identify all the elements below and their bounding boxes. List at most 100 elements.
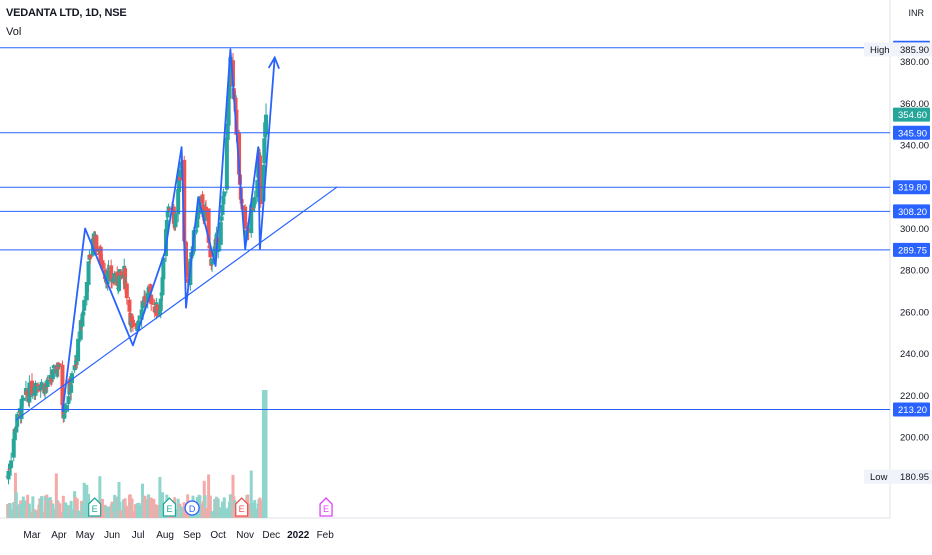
time-tick-label: Apr (51, 530, 67, 541)
volume-bar (264, 390, 268, 518)
candle-body (255, 180, 260, 198)
candle-body (56, 363, 61, 367)
candle-body (78, 320, 83, 340)
volume-bar (21, 496, 25, 518)
candle-body (84, 282, 89, 301)
extreme-label-box (864, 42, 932, 57)
candle-body (219, 216, 224, 221)
volume-bar (107, 506, 111, 518)
candle-body (49, 377, 54, 382)
candle-body (11, 438, 16, 458)
candle-body (63, 404, 68, 412)
volume-bar (216, 498, 220, 518)
candle-body (155, 304, 160, 316)
chart-title: VEDANTA LTD, 1D, NSE (6, 7, 127, 19)
candle-body (105, 270, 110, 285)
candle-body (94, 235, 99, 252)
candle-body (82, 300, 87, 311)
candle-body (204, 206, 208, 212)
candle-body (237, 133, 242, 175)
candle-body (15, 413, 20, 427)
candle-body (222, 191, 227, 197)
volume-bar (198, 495, 202, 518)
candle-body (177, 172, 182, 193)
candle-body (39, 382, 44, 387)
volume-bar (98, 476, 102, 518)
price-tick-label: 200.00 (900, 433, 929, 444)
price-label-text: 213.20 (898, 405, 927, 416)
price-label-text: 354.60 (898, 110, 927, 121)
candle-body (220, 204, 225, 215)
candle-body (124, 283, 129, 299)
volume-bar (247, 503, 251, 518)
volume-bar (117, 481, 121, 518)
price-tick-label: 360.00 (900, 99, 929, 110)
time-tick-label: Feb (317, 530, 335, 541)
event-marker-label: E (166, 504, 172, 514)
price-label-box (893, 180, 930, 195)
price-tick-label: 220.00 (900, 391, 929, 402)
candle-body (216, 243, 221, 252)
volume-bar (69, 500, 73, 518)
candle-body (157, 310, 162, 316)
candle-body (66, 396, 71, 404)
candle-body (262, 138, 267, 164)
candle-body (183, 240, 188, 243)
candle-body (194, 230, 199, 232)
candle-body (212, 246, 217, 261)
candle-body (261, 164, 266, 202)
wave-pattern-path (61, 48, 276, 413)
volume-bar (152, 498, 156, 518)
price-label-text: 345.90 (898, 128, 927, 139)
candle-body (218, 222, 223, 245)
candle-body (81, 311, 86, 316)
time-tick-label: Sep (183, 530, 201, 541)
candle-body (161, 257, 166, 280)
volume-bar (46, 497, 50, 518)
currency-label: INR (908, 8, 925, 18)
volume-bar (155, 504, 159, 518)
volume-bar (125, 505, 129, 518)
pattern-arrowhead (267, 55, 280, 70)
candle-body (69, 384, 74, 393)
candle-body (30, 393, 35, 395)
candle-body (48, 375, 53, 380)
volume-bar (131, 511, 135, 518)
volume-bar (76, 510, 80, 518)
candle-body (73, 364, 78, 366)
extreme-label-value: 180.95 (900, 472, 929, 483)
extreme-label-name: High (870, 45, 890, 56)
time-tick-label: Mar (23, 530, 41, 541)
volume-bar (210, 511, 214, 518)
candle-body (100, 260, 105, 269)
candle-body (62, 414, 67, 419)
candle-body (203, 209, 208, 221)
candle-body (195, 215, 200, 228)
time-tick-label: Dec (262, 530, 280, 541)
volume-bar (130, 498, 134, 518)
candle-body (60, 364, 65, 405)
candle-body (98, 246, 103, 264)
event-marker-label: E (323, 504, 329, 514)
candle-body (165, 210, 170, 218)
candle-body (221, 195, 226, 205)
time-tick-label: Jun (104, 530, 120, 541)
volume-bar (61, 495, 65, 518)
price-label-text: 319.80 (898, 183, 927, 194)
candle-body (184, 261, 189, 278)
extreme-label-name: Low (870, 472, 888, 483)
candle-body (166, 206, 171, 211)
volume-bar (233, 500, 237, 518)
dividend-marker (184, 500, 200, 516)
candle-body (118, 271, 123, 276)
candle-body (264, 114, 269, 135)
volume-bar (228, 494, 232, 518)
time-tick-label: Jul (132, 530, 145, 541)
candle-body (86, 261, 91, 285)
volume-bar (111, 503, 115, 518)
candle-body (185, 279, 190, 283)
volume-bar (158, 477, 162, 518)
candle-body (117, 276, 121, 291)
candle-body (151, 303, 156, 305)
